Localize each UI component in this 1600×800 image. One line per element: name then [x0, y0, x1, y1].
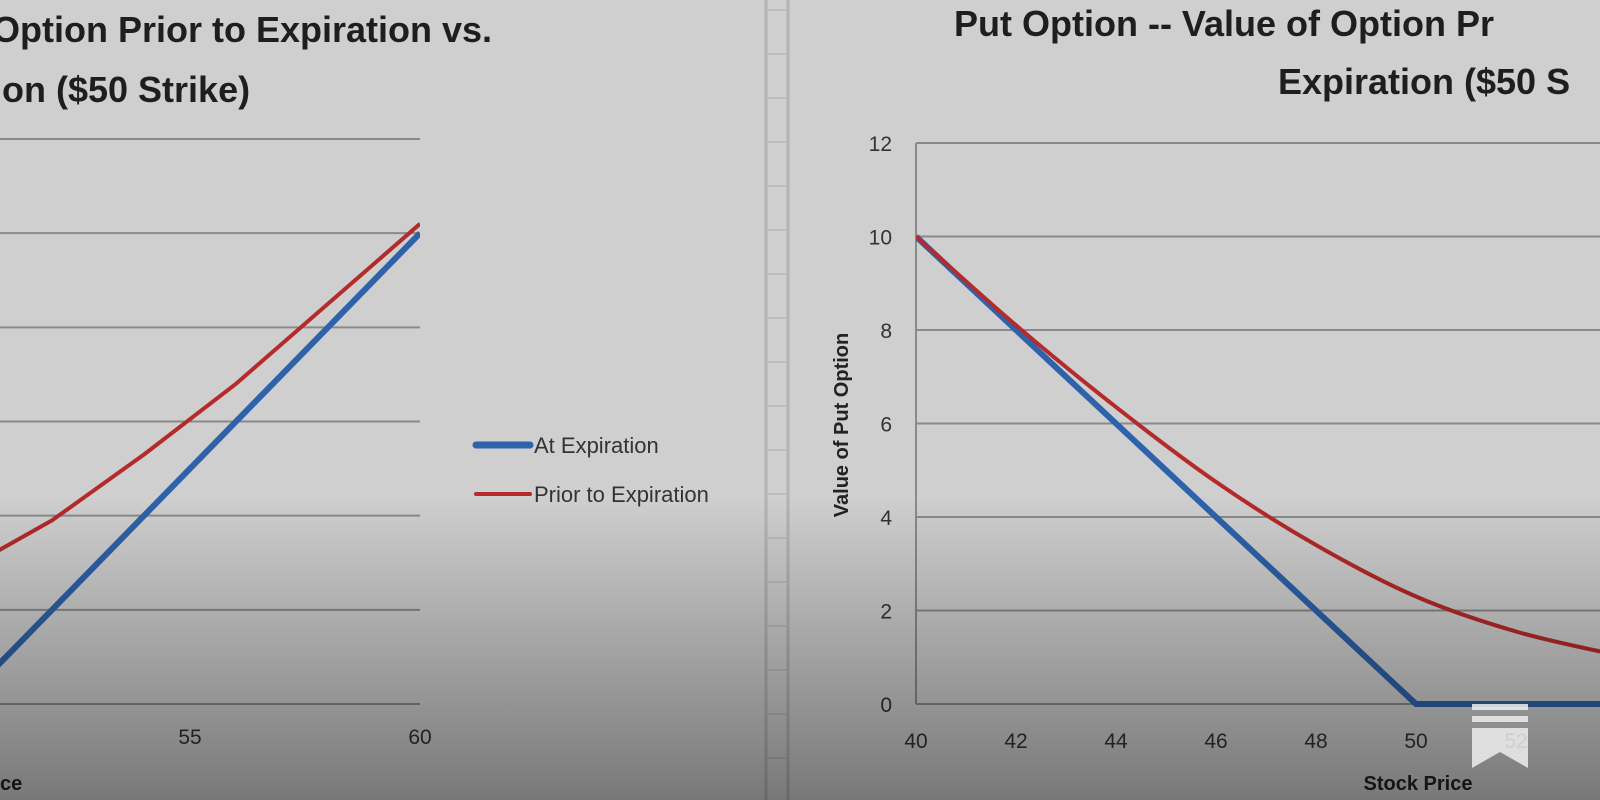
put-option-chart: Put Option -- Value of Option Pr Expirat… — [831, 3, 1600, 795]
x-tick-label: 60 — [408, 726, 431, 749]
x-tick-label: 40 — [904, 730, 927, 753]
bookmark-icon[interactable] — [1472, 704, 1528, 768]
panel-divider — [764, 0, 790, 800]
y-tick-label: 8 — [880, 320, 892, 343]
chart-title-line-2: ion ($50 Strike) — [0, 69, 250, 110]
plot-series — [916, 234, 1600, 707]
series-line-at-expiration — [0, 231, 420, 668]
legend: At Expiration Prior to Expiration — [472, 433, 709, 507]
y-tick-label: 4 — [880, 507, 892, 530]
y-tick-label: 10 — [869, 227, 892, 250]
gridlines — [0, 138, 420, 705]
legend-label-prior-to-expiration: Prior to Expiration — [534, 482, 709, 507]
plot-series — [0, 222, 420, 668]
chart-title-line-2: Expiration ($50 S — [1278, 61, 1570, 102]
gridlines — [916, 142, 1600, 705]
y-tick-label: 2 — [880, 601, 892, 624]
x-tick-label: 42 — [1004, 730, 1027, 753]
chart-title-line-1: Option Prior to Expiration vs. — [0, 9, 492, 50]
series-line-prior-to-expiration — [0, 222, 420, 552]
chart-title-line-1: Put Option -- Value of Option Pr — [954, 3, 1494, 44]
x-tick-label: 44 — [1104, 730, 1128, 753]
x-tick-label: 50 — [1404, 730, 1427, 753]
series-line-at-expiration — [916, 234, 1600, 707]
series-line-prior-to-expiration — [916, 235, 1600, 654]
y-tick-label: 0 — [880, 694, 892, 717]
legend-label-at-expiration: At Expiration — [534, 433, 659, 458]
x-tick-label: 48 — [1304, 730, 1327, 753]
x-axis-ticks: 55 60 — [178, 726, 431, 749]
y-axis-ticks: 0 2 4 6 8 10 12 — [869, 133, 893, 717]
call-option-chart: Option Prior to Expiration vs. ion ($50 … — [0, 9, 709, 795]
x-axis-ticks: 40424446485052 — [904, 730, 1527, 753]
y-tick-label: 12 — [869, 133, 892, 156]
x-axis-label: Stock Price — [1364, 773, 1473, 795]
x-axis-label: ce — [0, 773, 22, 795]
x-tick-label: 55 — [178, 726, 201, 749]
y-tick-label: 6 — [880, 414, 892, 437]
x-tick-label: 46 — [1204, 730, 1227, 753]
y-axis-label: Value of Put Option — [831, 333, 853, 517]
